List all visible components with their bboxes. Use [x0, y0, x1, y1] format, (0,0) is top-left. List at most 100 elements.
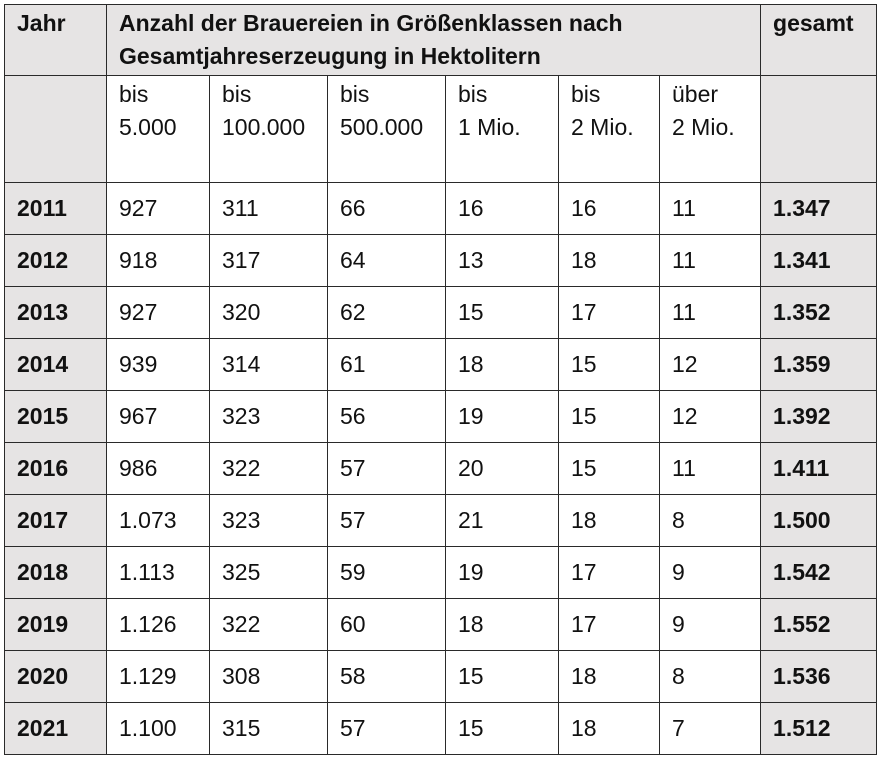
- size-class-row: bis 5.000 bis 100.000 bis 500.000 bis 1 Mio. bis…: [4, 75, 878, 183]
- value-cell: 311: [209, 182, 328, 235]
- size-class-label-line1: bis: [222, 81, 252, 107]
- year-cell: 2016: [4, 442, 107, 495]
- value-cell: 927: [106, 182, 210, 235]
- total-cell: 1.411: [760, 442, 878, 495]
- value-cell: 11: [658, 182, 762, 235]
- value-cell: 59: [327, 546, 446, 599]
- value-cell: 18: [558, 650, 660, 703]
- size-class-label-line2: 2 Mio.: [672, 114, 735, 140]
- size-class-header: bis 500.000: [327, 75, 446, 183]
- header-jahr: Jahr: [4, 4, 107, 76]
- total-cell: 1.347: [760, 182, 878, 235]
- value-cell: 325: [209, 546, 328, 599]
- value-cell: 60: [327, 598, 446, 651]
- total-cell: 1.542: [760, 546, 878, 599]
- table-row: 2016 986 322 57 20 15 11 1.411: [4, 442, 878, 495]
- value-cell: 12: [658, 390, 762, 443]
- value-cell: 18: [558, 234, 660, 287]
- header-size-classes: Anzahl der Brauereien in Größenklassen n…: [105, 4, 762, 76]
- value-cell: 18: [445, 338, 559, 391]
- table-row: 2021 1.100 315 57 15 18 7 1.512: [4, 702, 878, 755]
- size-class-total-blank: [760, 75, 878, 183]
- value-cell: 918: [106, 234, 210, 287]
- value-cell: 1.126: [106, 598, 210, 651]
- value-cell: 15: [445, 650, 559, 703]
- value-cell: 13: [445, 234, 559, 287]
- value-cell: 15: [558, 390, 660, 443]
- table-row: 2017 1.073 323 57 21 18 8 1.500: [4, 494, 878, 547]
- value-cell: 8: [658, 494, 762, 547]
- size-class-label-line2: 1 Mio.: [458, 114, 521, 140]
- value-cell: 57: [327, 442, 446, 495]
- value-cell: 9: [658, 598, 762, 651]
- table-row: 2015 967 323 56 19 15 12 1.392: [4, 390, 878, 443]
- value-cell: 322: [209, 598, 328, 651]
- size-class-header: bis 5.000: [106, 75, 210, 183]
- value-cell: 1.100: [106, 702, 210, 755]
- value-cell: 9: [658, 546, 762, 599]
- value-cell: 308: [209, 650, 328, 703]
- value-cell: 11: [658, 234, 762, 287]
- value-cell: 12: [658, 338, 762, 391]
- table-row: 2020 1.129 308 58 15 18 8 1.536: [4, 650, 878, 703]
- header-row: Jahr Anzahl der Brauereien in Größenklas…: [4, 4, 878, 76]
- total-cell: 1.341: [760, 234, 878, 287]
- year-cell: 2014: [4, 338, 107, 391]
- size-class-label-line1: bis: [571, 81, 601, 107]
- value-cell: 314: [209, 338, 328, 391]
- brewery-table: Jahr Anzahl der Brauereien in Größenklas…: [4, 4, 878, 755]
- size-class-label-line2: 500.000: [340, 114, 424, 140]
- value-cell: 315: [209, 702, 328, 755]
- value-cell: 16: [445, 182, 559, 235]
- size-class-header: bis 100.000: [209, 75, 328, 183]
- value-cell: 927: [106, 286, 210, 339]
- value-cell: 19: [445, 546, 559, 599]
- value-cell: 17: [558, 546, 660, 599]
- table-row: 2011 927 311 66 16 16 11 1.347: [4, 182, 878, 235]
- value-cell: 322: [209, 442, 328, 495]
- value-cell: 18: [558, 494, 660, 547]
- size-class-label-line2: 2 Mio.: [571, 114, 634, 140]
- value-cell: 58: [327, 650, 446, 703]
- value-cell: 18: [445, 598, 559, 651]
- total-cell: 1.536: [760, 650, 878, 703]
- table-row: 2014 939 314 61 18 15 12 1.359: [4, 338, 878, 391]
- year-cell: 2017: [4, 494, 107, 547]
- value-cell: 61: [327, 338, 446, 391]
- value-cell: 56: [327, 390, 446, 443]
- value-cell: 986: [106, 442, 210, 495]
- value-cell: 1.073: [106, 494, 210, 547]
- value-cell: 1.129: [106, 650, 210, 703]
- value-cell: 1.113: [106, 546, 210, 599]
- total-cell: 1.512: [760, 702, 878, 755]
- value-cell: 7: [658, 702, 762, 755]
- size-class-corner: [4, 75, 107, 183]
- header-gesamt: gesamt: [760, 4, 878, 76]
- value-cell: 66: [327, 182, 446, 235]
- year-cell: 2013: [4, 286, 107, 339]
- value-cell: 19: [445, 390, 559, 443]
- size-class-header: bis 1 Mio.: [445, 75, 559, 183]
- year-cell: 2011: [4, 182, 107, 235]
- value-cell: 62: [327, 286, 446, 339]
- value-cell: 20: [445, 442, 559, 495]
- value-cell: 21: [445, 494, 559, 547]
- size-class-label-line1: bis: [340, 81, 370, 107]
- value-cell: 11: [658, 442, 762, 495]
- value-cell: 15: [558, 442, 660, 495]
- table-row: 2018 1.113 325 59 19 17 9 1.542: [4, 546, 878, 599]
- value-cell: 323: [209, 494, 328, 547]
- value-cell: 16: [558, 182, 660, 235]
- value-cell: 8: [658, 650, 762, 703]
- year-cell: 2015: [4, 390, 107, 443]
- value-cell: 15: [445, 702, 559, 755]
- value-cell: 11: [658, 286, 762, 339]
- year-cell: 2021: [4, 702, 107, 755]
- value-cell: 967: [106, 390, 210, 443]
- value-cell: 57: [327, 702, 446, 755]
- total-cell: 1.392: [760, 390, 878, 443]
- total-cell: 1.552: [760, 598, 878, 651]
- size-class-header: über 2 Mio.: [658, 75, 762, 183]
- value-cell: 323: [209, 390, 328, 443]
- total-cell: 1.352: [760, 286, 878, 339]
